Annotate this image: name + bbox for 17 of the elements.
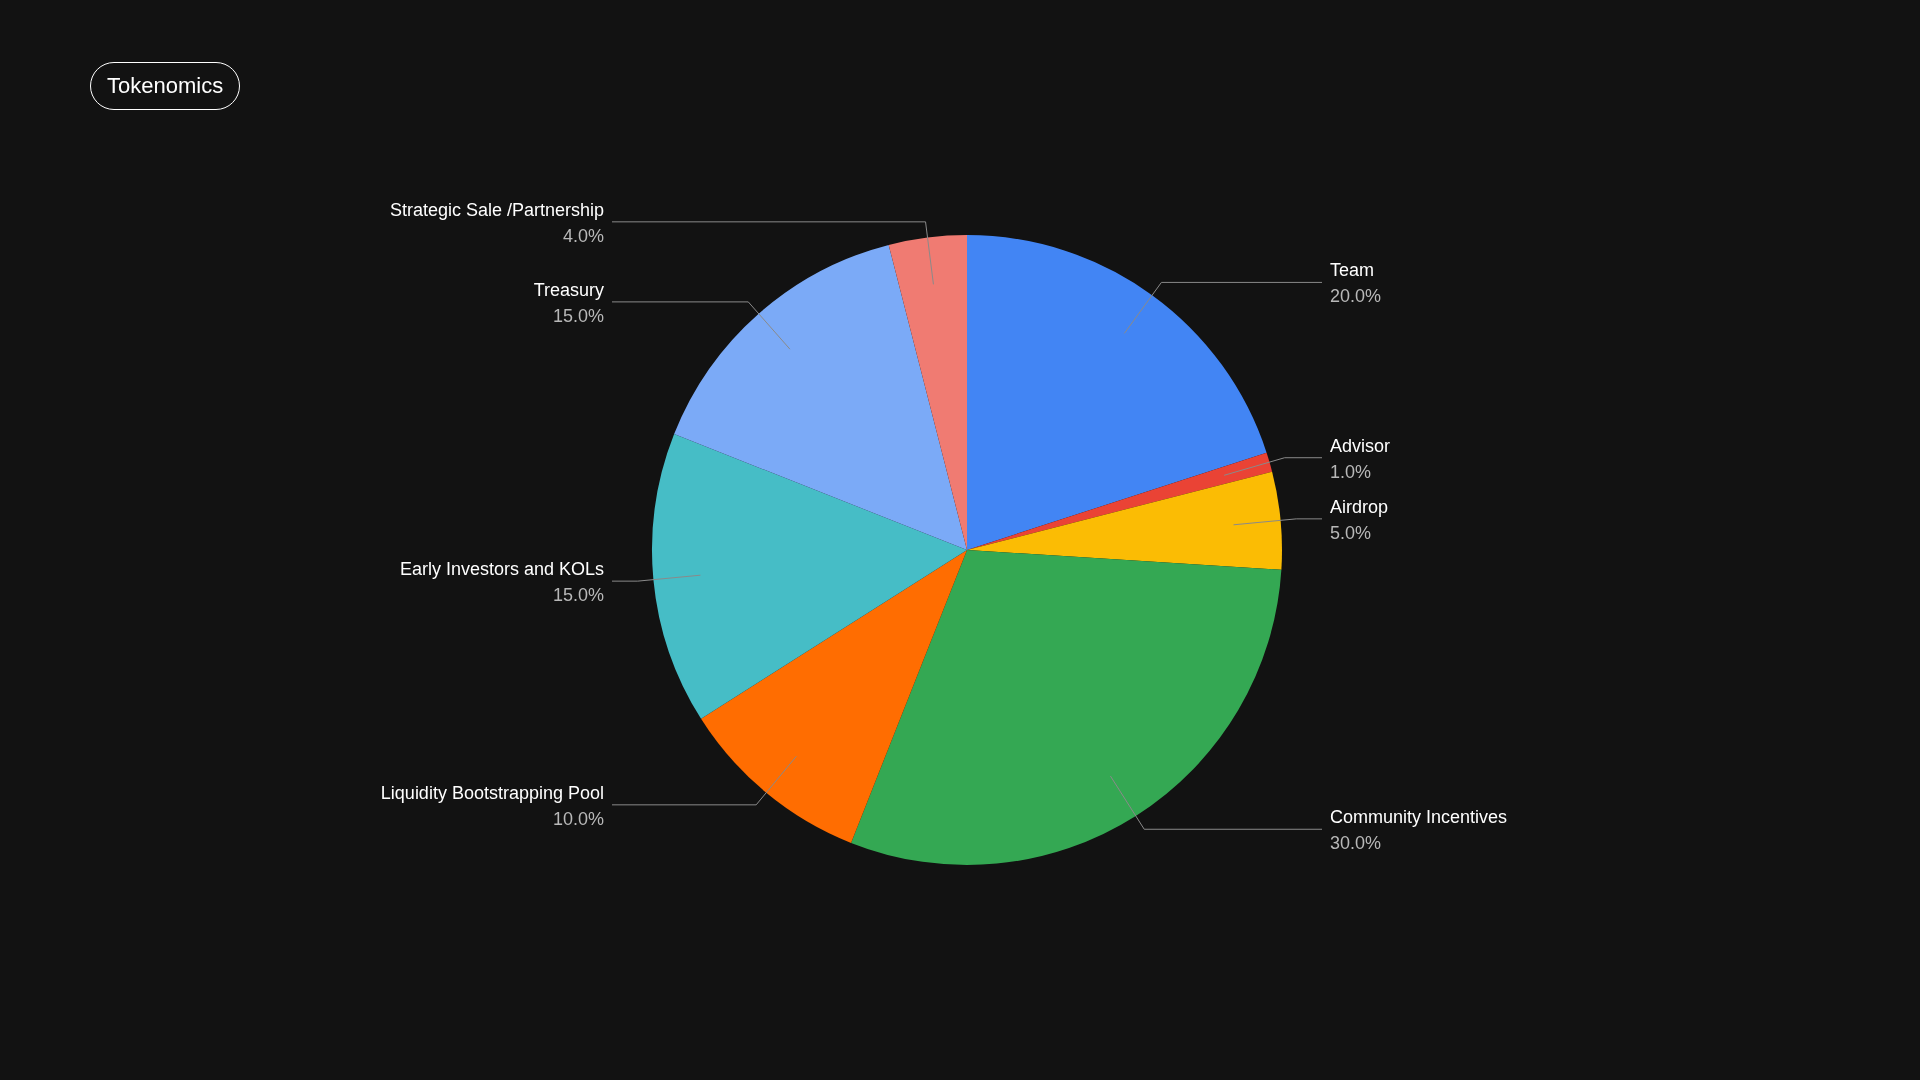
- slice-label: Liquidity Bootstrapping Pool: [380, 782, 604, 803]
- slice-label: Community Incentives: [1330, 807, 1508, 828]
- data-label: 4.0%: [562, 225, 604, 246]
- text: Tokenomics: [90, 62, 241, 110]
- slice-label: Advisor: [1330, 435, 1391, 456]
- data-label: 15.0%: [552, 305, 604, 326]
- data-label: 10.0%: [552, 808, 604, 829]
- data-label: 30.0%: [1330, 833, 1382, 854]
- data-label: 1.0%: [1330, 461, 1372, 482]
- data-label: 20.0%: [1330, 286, 1382, 307]
- slice-label: Strategic Sale /Partnership: [389, 199, 604, 220]
- data-label: 5.0%: [1330, 522, 1372, 543]
- slice-label: Treasury: [533, 279, 604, 300]
- data-label: 15.0%: [552, 585, 604, 606]
- slice-label: Airdrop: [1330, 496, 1389, 517]
- slice-label: Team: [1330, 260, 1375, 281]
- slice-label: Early Investors and KOLs: [399, 559, 604, 580]
